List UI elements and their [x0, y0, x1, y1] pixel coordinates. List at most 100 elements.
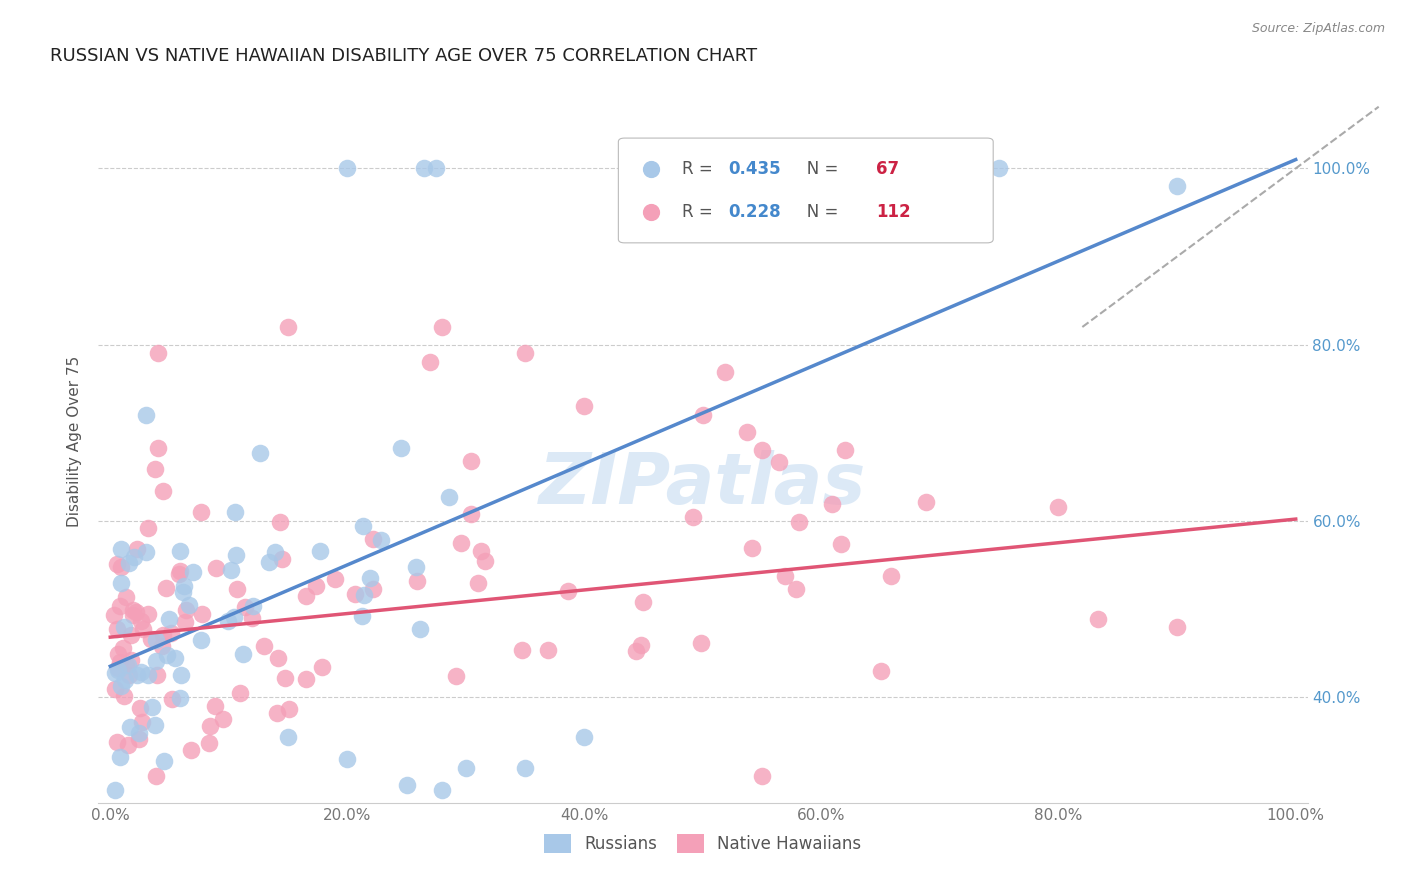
Text: 0.435: 0.435 [728, 160, 780, 178]
Point [124, 549, 146, 564]
Point [323, 572, 346, 586]
Point [141, 632, 163, 646]
Point [179, 598, 201, 612]
Point [515, 346, 537, 360]
Point [108, 655, 131, 669]
Point [160, 626, 183, 640]
Text: N =: N = [792, 160, 844, 178]
Point [630, 639, 652, 653]
Text: ZIPatlas: ZIPatlas [540, 450, 866, 519]
Point [191, 607, 214, 622]
Point [125, 605, 148, 619]
Point [988, 161, 1011, 176]
Point [110, 679, 132, 693]
Point [460, 454, 482, 468]
Point [181, 565, 204, 579]
Point [105, 622, 128, 636]
Point [269, 516, 291, 530]
Point [104, 783, 127, 797]
Text: R =: R = [682, 202, 718, 221]
Point [557, 583, 579, 598]
Point [155, 581, 177, 595]
Point [1087, 612, 1109, 626]
Point [125, 541, 148, 556]
Point [1047, 500, 1070, 514]
Point [170, 668, 193, 682]
Point [253, 639, 276, 653]
Point [624, 644, 647, 658]
Point [242, 599, 264, 614]
Point [352, 519, 374, 533]
Point [682, 510, 704, 524]
Point [432, 782, 454, 797]
Point [692, 408, 714, 422]
Point [219, 563, 242, 577]
Point [120, 652, 142, 666]
Point [138, 521, 160, 535]
Point [304, 579, 326, 593]
Point [460, 508, 482, 522]
Point [135, 408, 157, 422]
Point [278, 701, 301, 715]
Point [152, 483, 174, 498]
Point [405, 559, 427, 574]
Point [361, 582, 384, 596]
Point [136, 668, 159, 682]
Point [309, 543, 332, 558]
Point [432, 320, 454, 334]
Point [537, 643, 560, 657]
Text: RUSSIAN VS NATIVE HAWAIIAN DISABILITY AGE OVER 75 CORRELATION CHART: RUSSIAN VS NATIVE HAWAIIAN DISABILITY AG… [51, 47, 758, 65]
Point [641, 269, 664, 284]
Point [112, 689, 135, 703]
Point [145, 632, 167, 647]
Point [821, 497, 844, 511]
Point [741, 541, 763, 555]
Point [156, 648, 179, 662]
Point [869, 664, 891, 678]
Point [135, 544, 157, 558]
Point [277, 320, 299, 334]
Point [143, 718, 166, 732]
Point [129, 614, 152, 628]
Point [152, 627, 174, 641]
Point [735, 425, 758, 439]
Point [115, 590, 138, 604]
Point [125, 668, 148, 682]
Point [232, 647, 254, 661]
Point [450, 536, 472, 550]
Point [217, 614, 239, 628]
Point [294, 589, 316, 603]
Point [172, 585, 194, 599]
Point [224, 505, 246, 519]
Point [107, 661, 129, 675]
Point [249, 446, 271, 460]
Point [118, 720, 141, 734]
Point [107, 735, 129, 749]
Point [174, 615, 197, 630]
Point [350, 609, 373, 624]
Point [108, 750, 131, 764]
Point [641, 322, 664, 336]
Point [114, 673, 136, 688]
Point [773, 568, 796, 582]
Point [145, 769, 167, 783]
Point [110, 542, 132, 557]
Point [1166, 179, 1188, 194]
Text: N =: N = [792, 202, 844, 221]
Point [574, 730, 596, 744]
Point [751, 769, 773, 783]
Point [157, 612, 180, 626]
Point [145, 654, 167, 668]
Point [117, 668, 139, 682]
Point [233, 599, 256, 614]
Point [359, 571, 381, 585]
Text: 112: 112 [876, 202, 911, 221]
Point [167, 566, 190, 581]
Point [146, 668, 169, 682]
Point [267, 651, 290, 665]
Point [257, 555, 280, 569]
Point [336, 161, 359, 176]
Point [104, 682, 127, 697]
Point [128, 732, 150, 747]
Point [143, 461, 166, 475]
